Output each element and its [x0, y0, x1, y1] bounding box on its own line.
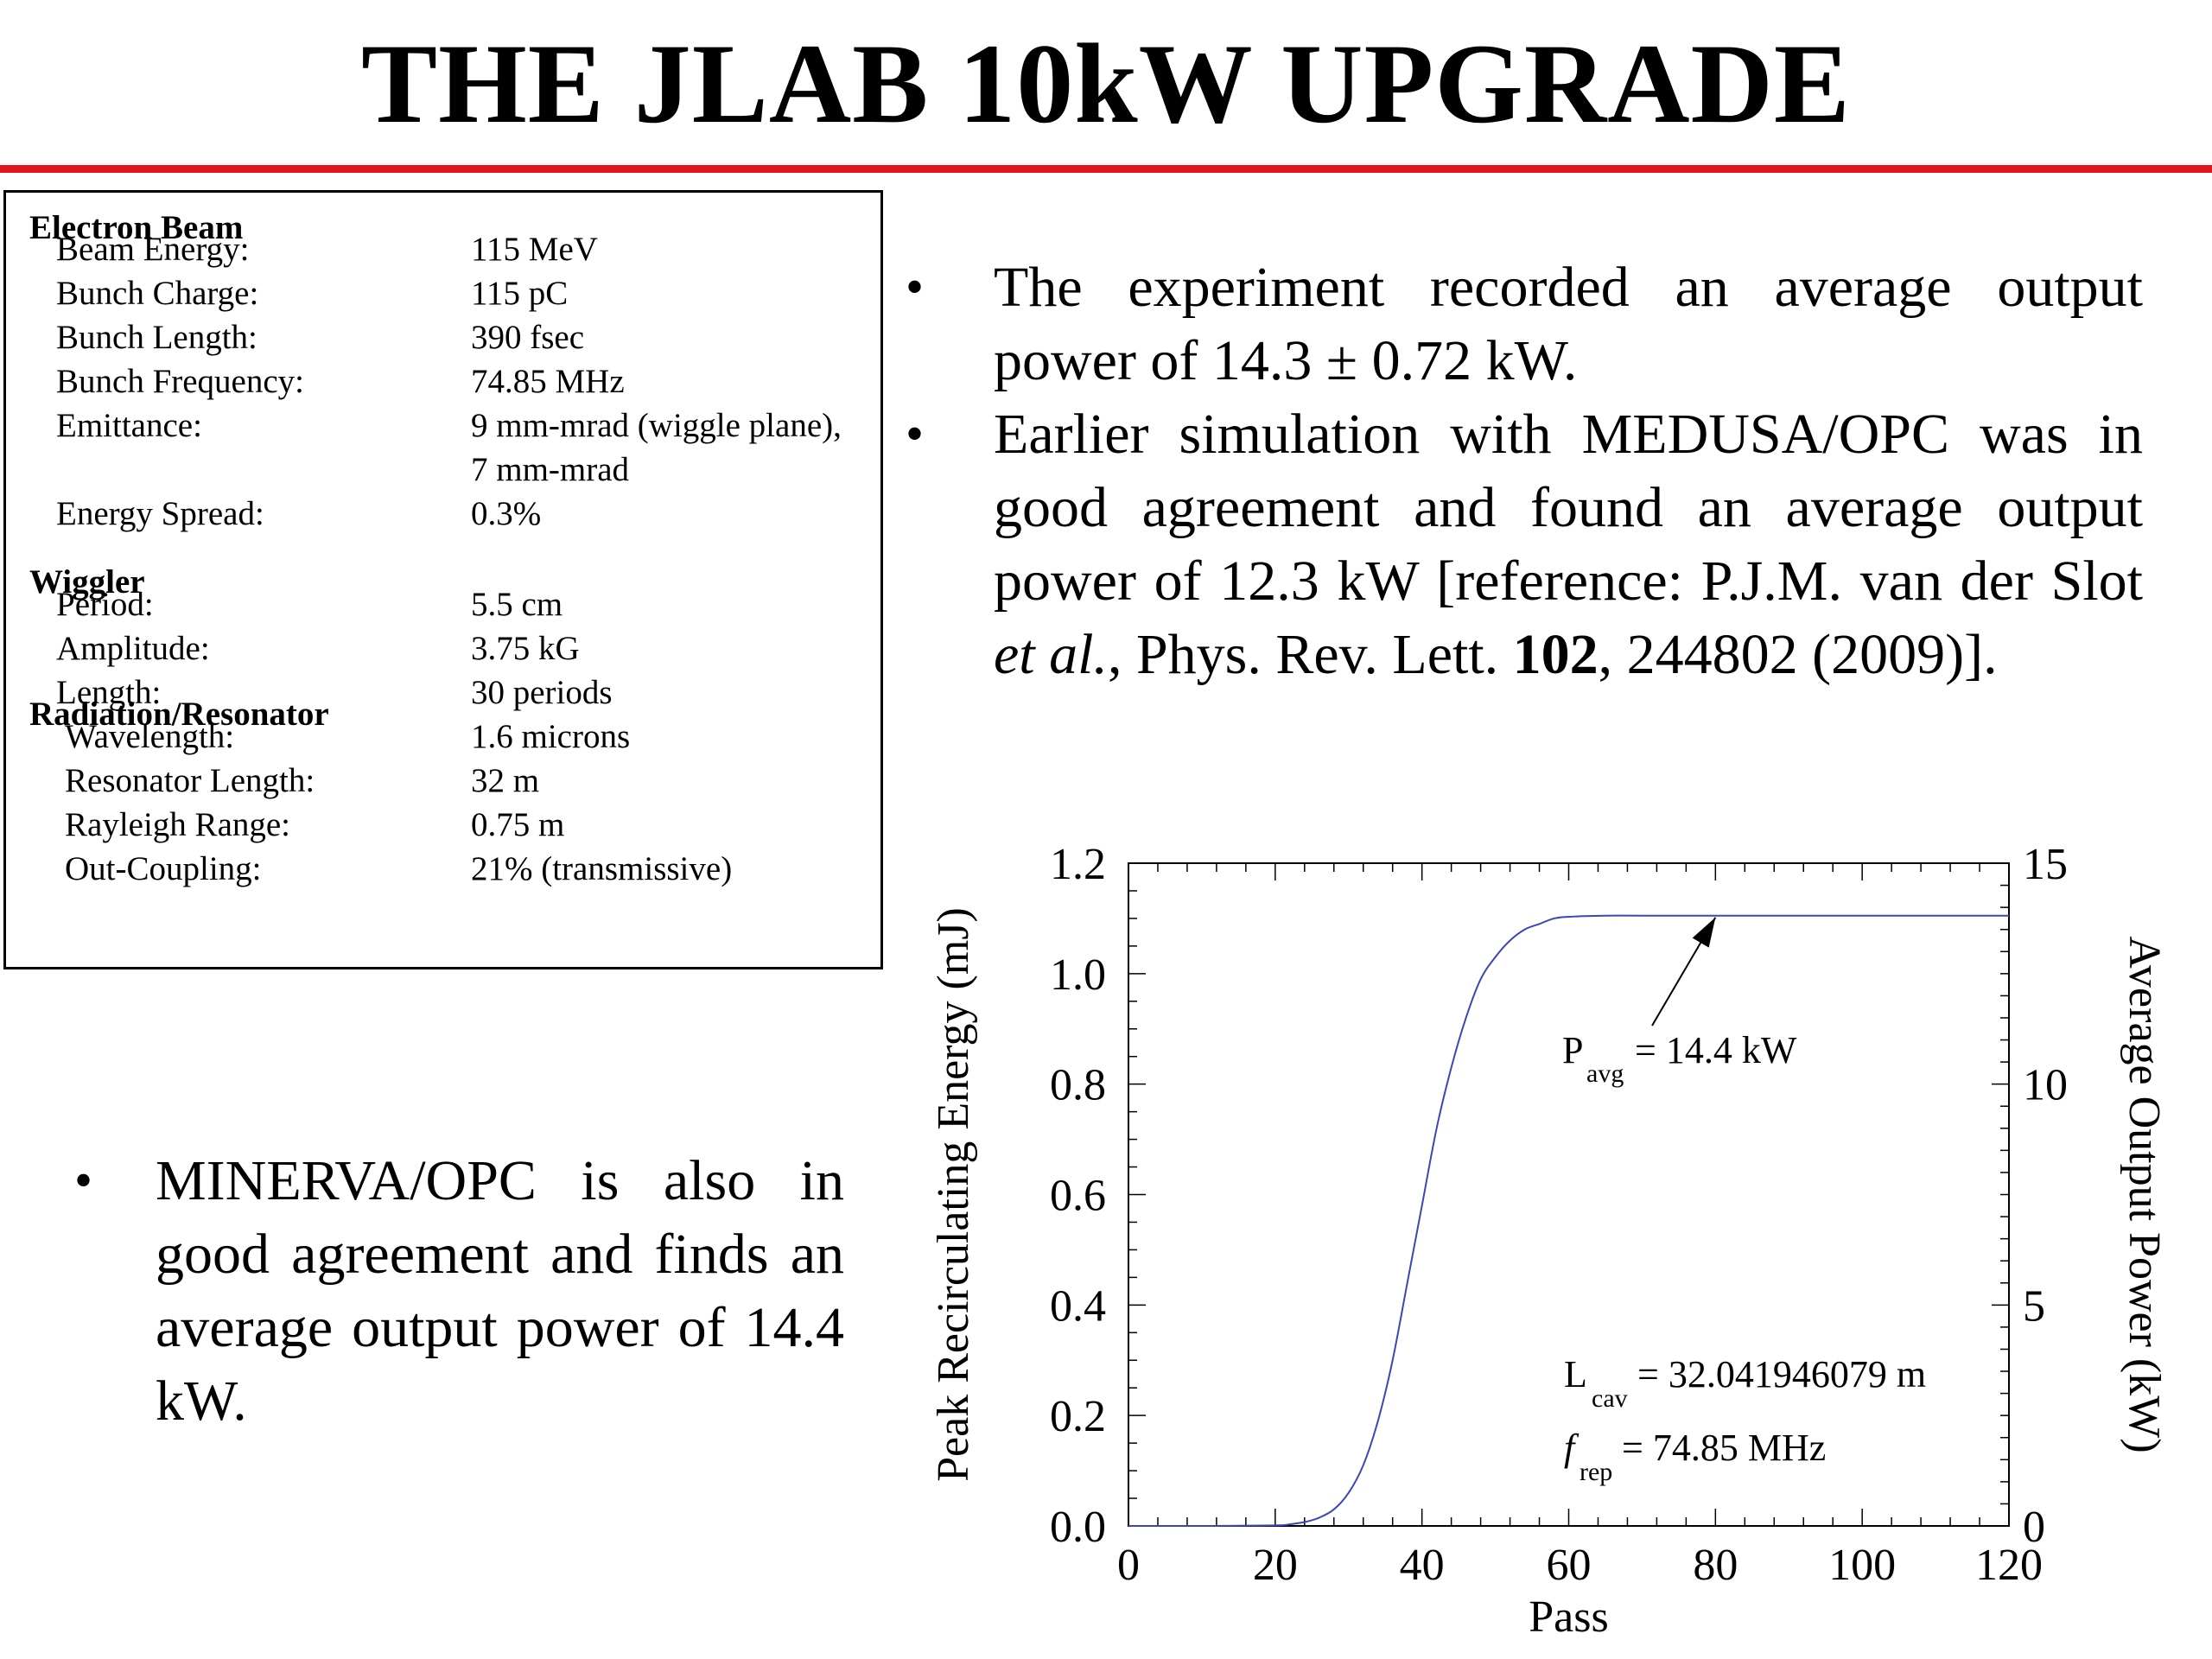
svg-text:avg: avg	[1586, 1059, 1624, 1088]
parameter-label: Resonator Length:	[65, 762, 315, 799]
bullet-dot: •	[74, 1152, 93, 1209]
parameter-value: 7 mm-mrad	[471, 451, 630, 488]
section-heading-radiation: Radiation/Resonator	[29, 696, 329, 733]
parameters-table: Electron Beam Beam Energy: 115 MeV Bunch C…	[3, 190, 883, 969]
bullet-minerva: • MINERVA/OPC is also in good agreement …	[62, 1144, 844, 1438]
y2-axis-label: Average Output Power (kW)	[2120, 936, 2169, 1452]
svg-text:= 32.041946079 m: = 32.041946079 m	[1637, 1353, 1926, 1395]
parameter-value: 115 pC	[471, 275, 569, 312]
energy-curve	[1128, 914, 2009, 1528]
y2-tick-label: 0	[2023, 1503, 2045, 1552]
parameter-value: 0.75 m	[471, 806, 565, 843]
frep-symbol: f	[1564, 1427, 1580, 1469]
energy-vs-pass-chart: 0 20 40 60 80 100 120 0.0 0.2 0.4 0.6 0.8 1.0 1.2 0 5 10…	[933, 840, 2169, 1642]
parameter-label: Bunch Length:	[56, 319, 257, 356]
bullet-text: Earlier simulation with MEDUSA/OPC was i…	[994, 403, 2143, 613]
y2-tick-label: 5	[2023, 1281, 2045, 1331]
lcav-symbol: L	[1564, 1353, 1587, 1395]
y2-tick-label: 10	[2023, 1061, 2068, 1110]
x-tick-label: 120	[1975, 1541, 2043, 1590]
parameter-label: Bunch Frequency:	[56, 363, 305, 400]
section-heading-wiggler: Wiggler	[29, 563, 145, 601]
bullet-dot: •	[906, 405, 925, 462]
y2-tick-label: 15	[2023, 840, 2068, 889]
svg-text:= 74.85 MHz: = 74.85 MHz	[1622, 1427, 1826, 1469]
x-tick-label: 80	[1693, 1541, 1738, 1590]
parameter-label: Bunch Charge:	[56, 275, 259, 312]
bullet-experiment: • The experiment recorded an average out…	[906, 251, 2143, 397]
x-tick-label: 60	[1547, 1541, 1592, 1590]
et-al: et al.	[994, 623, 1108, 686]
annotation-frep: f rep = 74.85 MHz	[1564, 1427, 1826, 1486]
bullet-text: MINERVA/OPC is also in good agreement an…	[156, 1149, 844, 1433]
parameter-value: 115 MeV	[471, 231, 598, 268]
plot-frame	[1128, 862, 2010, 1527]
bullet-dot: •	[906, 258, 925, 315]
parameter-label: Wavelength:	[65, 718, 235, 755]
y-tick-label: 1.2	[1050, 840, 1106, 889]
bullet-list: • The experiment recorded an average out…	[906, 251, 2143, 691]
bullet-text: , Phys. Rev. Lett.	[1107, 623, 1513, 686]
parameter-value: 390 fsec	[471, 319, 585, 356]
x-tick-label: 40	[1400, 1541, 1445, 1590]
y-axis-label: Peak Recirculating Energy (mJ)	[933, 907, 978, 1482]
lcav-subscript: cav	[1592, 1384, 1628, 1413]
volume-number: 102	[1512, 623, 1599, 686]
y-tick-label: 0.2	[1050, 1392, 1106, 1441]
section-heading-electron-beam: Electron Beam	[29, 209, 244, 246]
annotation-lcav: L cav = 32.041946079 m	[1564, 1353, 1926, 1413]
y-tick-label: 0.6	[1050, 1172, 1106, 1221]
parameter-label: Period:	[56, 586, 154, 623]
parameter-value: 1.6 microns	[471, 718, 631, 755]
parameter-value: 5.5 cm	[471, 586, 563, 623]
title-underline	[0, 165, 2212, 173]
parameter-value: 9 mm-mrad (wiggle plane),	[471, 407, 842, 444]
svg-text:cav: cav	[1592, 1384, 1628, 1413]
frep-subscript: rep	[1580, 1458, 1612, 1486]
svg-text:P: P	[1562, 1029, 1583, 1071]
y-tick-label: 0.4	[1050, 1281, 1106, 1331]
bullet-text: , 244802 (2009)].	[1598, 623, 1998, 686]
svg-text:rep: rep	[1580, 1458, 1612, 1486]
parameter-label: Length:	[56, 674, 162, 711]
svg-text:f: f	[1564, 1427, 1580, 1469]
parameter-value: 21% (transmissive)	[471, 850, 733, 887]
parameter-label: Beam Energy:	[56, 231, 250, 268]
parameter-label: Out-Coupling:	[65, 850, 262, 887]
parameter-value: 30 periods	[471, 674, 613, 711]
parameter-label: Emittance:	[56, 407, 202, 444]
parameter-value: 0.3%	[471, 495, 542, 532]
svg-text:L: L	[1564, 1353, 1587, 1395]
y-tick-label: 1.0	[1050, 950, 1106, 1000]
annotation-arrowhead	[1692, 917, 1716, 948]
parameter-value: 32 m	[471, 762, 540, 799]
x-axis-label: Pass	[1529, 1592, 1608, 1642]
parameter-label: Rayleigh Range:	[65, 806, 291, 843]
pavg-subscript: avg	[1586, 1059, 1624, 1088]
page-title: THE JLAB 10kW UPGRADE	[361, 20, 1851, 147]
x-tick-label: 100	[1828, 1541, 1896, 1590]
bullet-medusa: • Earlier simulation with MEDUSA/OPC was…	[906, 397, 2143, 691]
y-tick-label: 0.8	[1050, 1061, 1106, 1110]
annotation-pavg: P avg = 14.4 kW	[1562, 1029, 1797, 1088]
pavg-value: = 14.4 kW	[1635, 1029, 1797, 1071]
frep-value: = 74.85 MHz	[1622, 1427, 1826, 1469]
parameter-value: 74.85 MHz	[471, 363, 625, 400]
lcav-value: = 32.041946079 m	[1637, 1353, 1926, 1395]
pavg-symbol: P	[1562, 1029, 1583, 1071]
x-tick-label: 0	[1117, 1541, 1140, 1590]
y-tick-label: 0.0	[1050, 1503, 1106, 1552]
bullet-text: The experiment recorded an average outpu…	[994, 256, 2143, 392]
parameter-value: 3.75 kG	[471, 630, 580, 667]
svg-text:= 14.4 kW: = 14.4 kW	[1635, 1029, 1797, 1071]
x-tick-label: 20	[1253, 1541, 1298, 1590]
parameter-label: Amplitude:	[56, 630, 210, 667]
parameter-label: Energy Spread:	[56, 495, 264, 532]
